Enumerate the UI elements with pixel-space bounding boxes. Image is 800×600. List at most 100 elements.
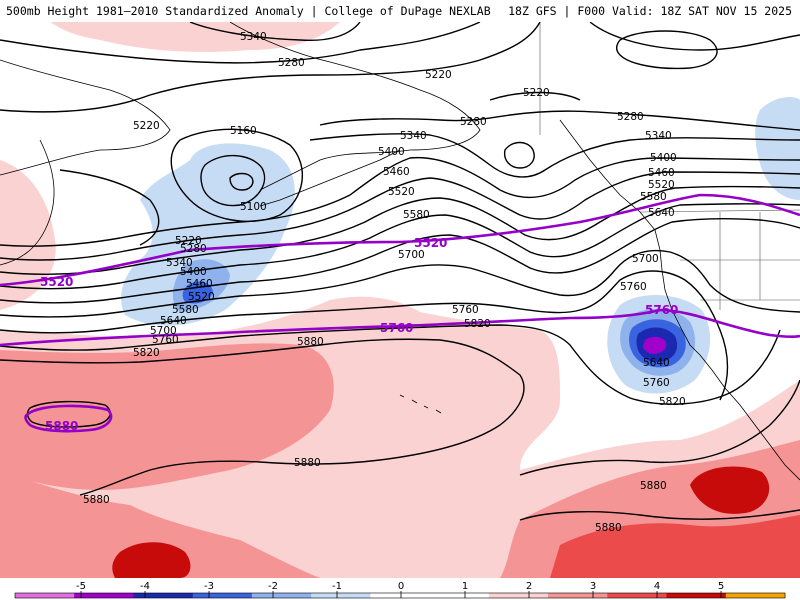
contour-5820 xyxy=(0,324,781,405)
contour-5880-mid xyxy=(0,338,525,496)
height-label: 5700 xyxy=(632,253,659,265)
siberia-coast xyxy=(0,59,171,176)
height-label: 5400 xyxy=(180,266,207,278)
legend-tick-label: 5 xyxy=(718,581,724,592)
aleutian-chain xyxy=(259,149,401,207)
anomaly-pos3-southeast-band xyxy=(550,515,800,578)
legend-swatch xyxy=(725,593,786,598)
height-label: 5760 xyxy=(643,377,670,389)
contour-5340 xyxy=(309,133,800,178)
height-label: 5760 xyxy=(152,334,179,346)
height-label: 5640 xyxy=(643,357,670,369)
contour-5400 xyxy=(0,156,800,247)
anomaly-pos4-southeast xyxy=(690,466,770,514)
legend-outline xyxy=(14,592,786,599)
height-label: 5580 xyxy=(403,209,430,221)
contour-5880-south xyxy=(519,509,800,521)
contour-5880-east xyxy=(519,379,800,476)
height-label: 5340 xyxy=(166,257,193,269)
height-label: 5280 xyxy=(460,116,487,128)
ref-contour-5880 xyxy=(24,404,113,433)
legend-bar: -5 -4 -3 -2 -1 0 1 2 3 4 5 xyxy=(14,581,786,599)
contour-5700 xyxy=(0,249,800,318)
ref-contour-5760 xyxy=(0,308,800,347)
reference-labels: 5520 5520 5760 5760 5880 xyxy=(40,236,678,433)
legend-swatch xyxy=(251,593,312,598)
legend-swatch xyxy=(311,593,371,598)
height-label: 5820 xyxy=(133,347,160,359)
alaska-coast xyxy=(229,22,481,191)
legend-tick-label: 0 xyxy=(398,581,404,592)
anomaly-neg1-bering-low xyxy=(121,143,295,326)
contour-5340-top xyxy=(189,22,361,42)
legend-swatch xyxy=(133,593,194,598)
map-panel[interactable]: 5340 5280 5220 5220 5160 5100 5220 5280 … xyxy=(0,22,800,578)
height-label: 5760 xyxy=(452,304,479,316)
model-valid-time: 18Z GFS | F000 Valid: 18Z SAT NOV 15 202… xyxy=(508,4,792,18)
map-header: 500mb Height 1981–2010 Standardized Anom… xyxy=(0,0,800,22)
legend-swatch xyxy=(15,593,75,598)
legend-tick-label: -1 xyxy=(332,581,342,592)
height-label: 5880 xyxy=(297,336,324,348)
height-label: 5400 xyxy=(650,152,677,164)
anomaly-pos1-north-alaska xyxy=(50,22,340,52)
contour-ridge-ring xyxy=(615,30,718,70)
contour-5580 xyxy=(0,203,800,290)
height-label: 5640 xyxy=(160,315,187,327)
anomaly-pos2-west xyxy=(0,343,334,490)
ref-contour-label: 5760 xyxy=(380,321,413,335)
legend-swatches xyxy=(14,592,786,599)
positive-anomaly-shading xyxy=(0,22,800,578)
height-label: 5280 xyxy=(278,57,305,69)
contour-5160-low xyxy=(170,128,304,222)
height-label: 5520 xyxy=(388,186,415,198)
height-label: 5280 xyxy=(180,243,207,255)
reference-contours xyxy=(0,193,800,433)
anomaly-map: 5340 5280 5220 5220 5160 5100 5220 5280 … xyxy=(0,22,800,578)
height-label: 5460 xyxy=(383,166,410,178)
contour-5100-low xyxy=(200,154,266,207)
mexico-coast xyxy=(699,354,800,481)
height-label: 5340 xyxy=(400,130,427,142)
pacific-nw-coast xyxy=(639,211,701,356)
negative-anomaly-shading xyxy=(121,97,800,394)
product-title: 500mb Height 1981–2010 Standardized Anom… xyxy=(6,4,491,18)
height-label: 5760 xyxy=(620,281,647,293)
height-label: 5220 xyxy=(425,69,452,81)
hawaii-islands xyxy=(399,394,442,414)
height-label: 5580 xyxy=(172,304,199,316)
legend-swatch xyxy=(192,593,253,598)
contour-5280-alaska xyxy=(0,22,481,64)
coastlines xyxy=(0,22,800,481)
canada-us-border xyxy=(639,209,800,213)
ref-contour-5520 xyxy=(0,193,800,287)
legend-tick-label: 2 xyxy=(526,581,532,592)
legend-tick-label: -5 xyxy=(76,581,86,592)
height-label: 5580 xyxy=(640,191,667,203)
contour-5760 xyxy=(0,270,729,401)
height-label: 5340 xyxy=(240,31,267,43)
height-label: 5340 xyxy=(645,130,672,142)
legend-tick-label: -2 xyxy=(268,581,278,592)
height-label: 5220 xyxy=(133,120,160,132)
legend-tick-label: 4 xyxy=(654,581,660,592)
ref-contour-label: 5880 xyxy=(45,419,78,433)
height-label: 5700 xyxy=(398,249,425,261)
legend-swatch xyxy=(429,593,490,598)
contour-5880-ring xyxy=(26,400,111,428)
height-label: 5220 xyxy=(523,87,550,99)
contour-5460 xyxy=(0,171,800,261)
height-label: 5700 xyxy=(150,325,177,337)
legend-ticks: -5 -4 -3 -2 -1 0 1 2 3 4 5 xyxy=(76,581,724,598)
anomaly-pos4-southwest xyxy=(112,542,191,578)
height-label: 5880 xyxy=(83,494,110,506)
legend-swatch xyxy=(607,593,667,598)
height-label: 5400 xyxy=(378,146,405,158)
height-label: 5220 xyxy=(175,235,202,247)
legend-swatch xyxy=(666,593,727,598)
contour-low-center xyxy=(229,172,254,191)
contour-5220-bering xyxy=(59,169,160,246)
contour-5220-gulf xyxy=(489,91,581,101)
legend-swatch xyxy=(548,593,608,598)
contour-5280-gulf xyxy=(319,110,800,131)
